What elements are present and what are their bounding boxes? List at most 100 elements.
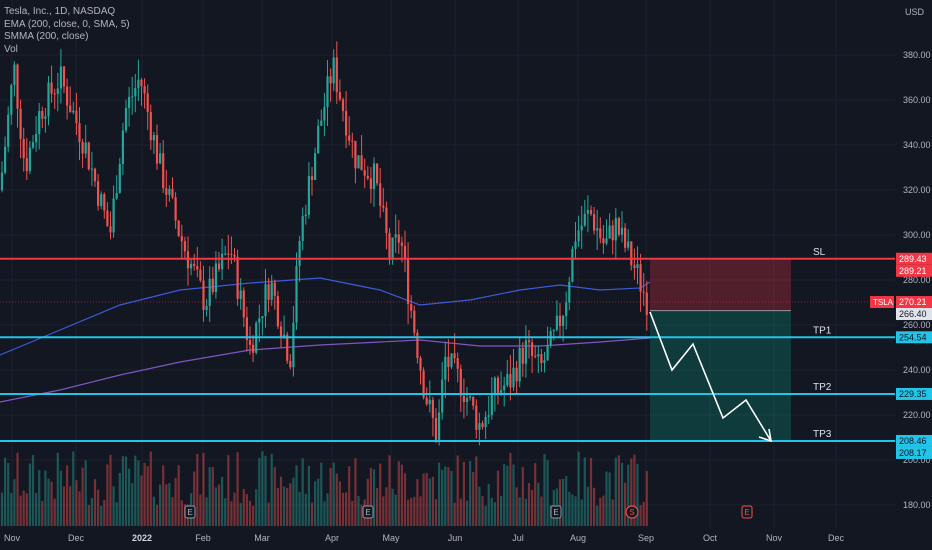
price-tag-entry-text: 266.40 [899,309,927,319]
volume-bar [320,462,323,526]
candle-body [407,258,410,305]
candle-body [531,342,534,357]
volume-bar [589,457,593,526]
candle-body [273,282,276,296]
risk-reward-tool[interactable] [0,258,895,441]
candle-body [59,66,62,89]
time-axis-panel[interactable] [0,528,895,550]
candle-body [546,345,549,361]
volume-bar [224,498,227,526]
volume-bar [193,471,196,526]
candle-body [441,379,444,413]
volume-bar [332,462,335,526]
projection-path[interactable] [649,311,773,443]
candle-body [239,290,242,299]
event-marker-label: E [744,508,749,517]
volume-bar [462,461,465,526]
candle-body [580,225,583,231]
event-marker-label: E [365,508,370,517]
volume-bar [509,452,512,526]
price-tick: 320.00 [903,185,931,195]
candle-body [162,153,165,189]
ema-legend[interactable]: EMA (200, close, 0, SMA, 5) [4,18,130,30]
earnings-event-marker[interactable] [550,505,562,519]
volume-legend[interactable]: Vol [4,43,18,55]
candle-body [543,360,546,363]
split-event-marker[interactable] [625,505,639,519]
volume-bar [456,455,459,526]
earnings-event-marker[interactable] [741,505,753,519]
volume-bar [348,466,351,526]
volume-bar [252,505,255,526]
volume-bar [475,456,478,526]
volume-bar [642,501,645,526]
candle-body [599,228,602,239]
candle-body [320,120,323,126]
volume-bar [431,476,434,526]
volume-bar [171,497,174,526]
candle-body [326,76,329,108]
volume-bar [168,483,171,526]
candle-body [360,155,363,171]
volume-bar [490,497,493,526]
candle-body [574,241,577,249]
candle-body [571,248,574,282]
candle-body [416,332,419,358]
candle-body [462,395,465,403]
stop-loss-zone[interactable] [650,258,791,311]
candle-body [131,96,134,98]
volume-bar [128,468,131,526]
volume-bar [292,477,295,526]
symbol-title[interactable]: Tesla, Inc., 1D, NASDAQ [4,6,116,17]
event-marker-label: S [629,508,634,517]
candle-body [596,228,599,231]
candle-body [208,278,211,306]
volume-bar [354,458,357,526]
volume-bar [608,472,611,526]
earnings-event-marker[interactable] [362,505,374,519]
smma-legend[interactable]: SMMA (200, close) [4,31,89,42]
volume-bar [112,486,115,526]
candle-body [422,370,425,398]
projection-line[interactable] [649,311,772,442]
volume-bar [410,497,413,526]
volume-bar [13,479,16,526]
candle-body [363,170,366,176]
candle-body [521,348,524,364]
volume-bar [568,491,571,526]
candle-body [568,281,571,303]
volume-bar [0,492,4,526]
volume-bar [419,496,422,526]
candle-body [329,76,332,84]
candle-body [345,110,348,136]
candle-body [165,188,168,195]
volume-bar [174,477,177,526]
candle-body [69,105,72,113]
candle-body [4,146,7,173]
volume-bar [143,462,146,526]
volume-bar [38,470,41,526]
volume-bar [444,466,447,526]
volume-bar [118,472,121,526]
horizontal-levels[interactable]: SL TP1 TP2 TP3 [0,247,895,442]
volume-bar [574,496,577,526]
candle-body [221,253,224,270]
volume-bar [422,473,425,526]
price-tick: 340.00 [903,140,931,150]
earnings-event-marker[interactable] [184,505,196,519]
take-profit-zone[interactable] [650,310,791,441]
volume-bar [211,467,214,526]
level-tp1-tag-text: 254.54 [899,332,927,342]
time-axis[interactable]: Nov Dec 2022 Feb Mar Apr May Jun Jul Aug Sep Oct Nov… [0,528,895,550]
candle-body [636,264,639,269]
candle-body [171,188,174,198]
candle-body [286,334,289,361]
price-axis[interactable]: USD380.00360.00340.00320.00300.00280.002… [870,0,932,550]
volume-bar [137,460,140,526]
candle-body [28,147,31,172]
volume-bar [103,500,106,526]
candle-body [515,367,518,382]
